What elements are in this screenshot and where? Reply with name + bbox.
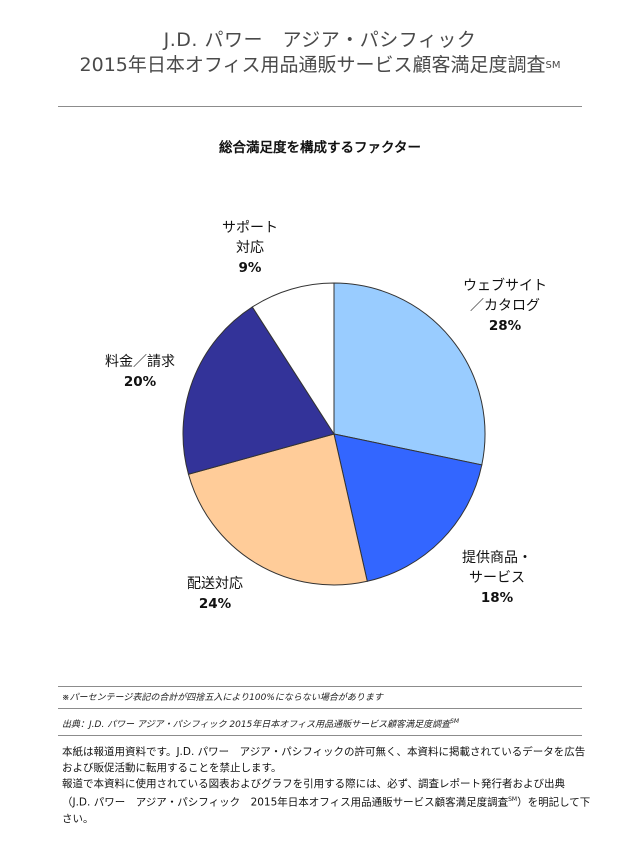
slice-delivery: [187, 433, 368, 586]
slice-label-pricing: 料金／請求 20%: [80, 352, 200, 392]
disclaimer-line3: 報道で本資料に使用されている図表およびグラフを引用する際には、必ず、調査レポート…: [62, 778, 565, 790]
slice-pricing: [182, 306, 335, 475]
report-title-text: 2015年日本オフィス用品通販サービス顧客満足度調査: [79, 54, 546, 76]
slice-label-delivery-line1: 配送対応: [187, 576, 243, 592]
notes-top-divider: [58, 686, 582, 687]
disclaimer-line2: および販促活動に転用することを禁止します。: [62, 762, 282, 774]
slice-value-support: 9%: [238, 260, 262, 276]
slice-value-website: 28%: [488, 318, 522, 334]
disclaimer-line4: （J.D. パワー アジア・パシフィック 2015年日本オフィス用品通販サービス…: [62, 792, 592, 811]
source-text: J.D. パワー アジア・パシフィック 2015年日本オフィス用品通販サービス顧…: [89, 720, 451, 730]
slice-value-products: 18%: [480, 590, 514, 606]
slice-value-delivery: 24%: [198, 596, 232, 612]
source-note: 出典：J.D. パワー アジア・パシフィック 2015年日本オフィス用品通販サー…: [62, 717, 459, 730]
slice-website: [333, 282, 486, 466]
slice-products: [333, 433, 483, 582]
slice-label-products-line1: 提供商品・: [462, 550, 532, 566]
slice-label-support: サポート 対応 9%: [200, 218, 300, 278]
slice-label-products: 提供商品・ サービス 18%: [432, 548, 562, 608]
slice-label-website-line1: ウェブサイト: [463, 278, 547, 294]
disclaimer-line5: さい。: [62, 812, 94, 825]
source-prefix: 出典：: [62, 720, 90, 730]
press-disclaimer: 本紙は報道用資料です。J.D. パワー アジア・パシフィックの許可無く、本資料に…: [62, 744, 592, 827]
slice-label-support-line1: サポート: [222, 220, 278, 236]
slice-label-website-line2: ／カタログ: [470, 298, 540, 314]
slice-label-pricing-line1: 料金／請求: [105, 354, 175, 370]
disclaimer-service-mark: SM: [508, 796, 518, 803]
report-publisher: J.D. パワー アジア・パシフィック: [163, 29, 477, 51]
slice-support: [251, 282, 335, 436]
disclaimer-line4-end: ）を明記して下: [517, 796, 591, 809]
rounding-note: ※パーセンテージ表記の合計が四捨五入により100%にならない場合があります: [62, 693, 383, 703]
pie-chart: [182, 282, 486, 586]
slice-label-website: ウェブサイト ／カタログ 28%: [440, 276, 570, 336]
slice-value-pricing: 20%: [123, 374, 157, 390]
slice-label-delivery: 配送対応 24%: [160, 574, 270, 614]
chart-title: 総合満足度を構成するファクター: [219, 140, 421, 156]
report-title: 2015年日本オフィス用品通販サービス顧客満足度調査SM: [0, 52, 640, 78]
report-header: J.D. パワー アジア・パシフィック 2015年日本オフィス用品通販サービス顧…: [0, 28, 640, 78]
source-service-mark: SM: [450, 718, 460, 725]
disclaimer-line1: 本紙は報道用資料です。J.D. パワー アジア・パシフィックの許可無く、本資料に…: [62, 746, 586, 758]
notes-bottom-divider: [58, 735, 582, 736]
notes-middle-divider: [58, 708, 582, 709]
slice-label-products-line2: サービス: [469, 570, 525, 586]
header-divider: [58, 106, 582, 107]
slice-label-support-line2: 対応: [236, 240, 264, 256]
disclaimer-line4-text: （J.D. パワー アジア・パシフィック 2015年日本オフィス用品通販サービス…: [62, 796, 509, 809]
service-mark: SM: [545, 60, 561, 71]
